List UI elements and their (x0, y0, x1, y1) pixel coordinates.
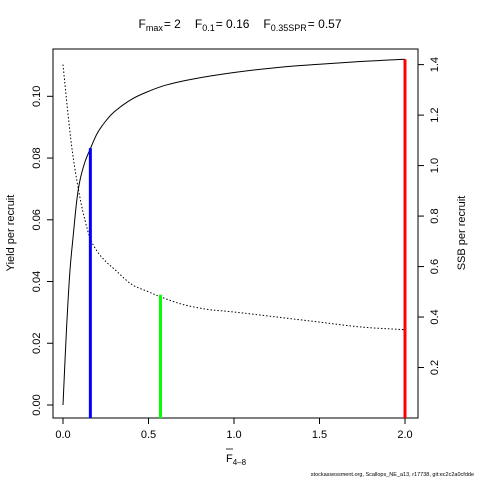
x-tick-label: 2.0 (397, 429, 412, 441)
y-right-tick-label: 0.6 (429, 259, 441, 274)
plot-frame (52, 48, 419, 419)
x-axis-label-sub: 4–8 (233, 458, 247, 467)
x-axis-label: F4–8 (226, 453, 247, 467)
y-right-tick-label: 0.4 (429, 309, 441, 324)
y-left-tick-label: 0.00 (31, 394, 43, 415)
y-axis-left: 0.00 0.02 0.04 0.06 0.08 0.10 (31, 86, 53, 416)
y-right-tick-label: 0.2 (429, 360, 441, 375)
y-left-tick-label: 0.08 (31, 147, 43, 168)
y-right-tick-label: 1.2 (429, 107, 441, 122)
x-axis: 0.0 0.5 1.0 1.5 2.0 (55, 418, 413, 441)
x-tick-label: 1.0 (226, 429, 241, 441)
y-right-tick-label: 1.4 (429, 57, 441, 72)
series-layer (62, 58, 406, 406)
y-left-tick-label: 0.02 (31, 333, 43, 354)
ssb-per-recruit-line (62, 64, 406, 331)
y-left-tick-label: 0.10 (31, 86, 43, 107)
x-axis-label-main: F (226, 453, 233, 465)
footer-credit: stockassessment.org, Scallops_NE_a13, r1… (311, 472, 474, 478)
y-right-tick-label: 0.8 (429, 208, 441, 223)
x-tick-label: 0.5 (141, 429, 156, 441)
reference-lines (88, 59, 407, 418)
x-tick-label: 0.0 (55, 429, 70, 441)
yield-per-recruit-line (62, 58, 406, 406)
y-axis-left-label: Yield per recruit (5, 195, 17, 272)
y-axis-right-label: SSB per recruit (456, 196, 468, 271)
y-right-tick-label: 1.0 (429, 158, 441, 173)
y-axis-right: 0.2 0.4 0.6 0.8 1.0 1.2 1.4 (418, 57, 441, 375)
y-left-tick-label: 0.06 (31, 209, 43, 230)
chart-title: Fmax= 2 F0.1= 0.16 F0.35SPR= 0.57 (138, 17, 341, 33)
x-tick-label: 1.5 (312, 429, 327, 441)
y-left-tick-label: 0.04 (31, 271, 43, 292)
